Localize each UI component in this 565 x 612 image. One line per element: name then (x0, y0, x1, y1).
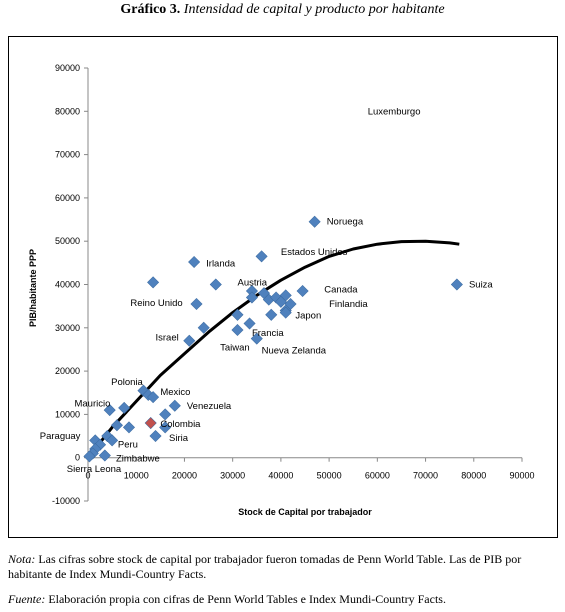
data-point (250, 332, 263, 345)
x-tick-label: 20000 (172, 470, 197, 480)
data-point (231, 323, 244, 336)
y-tick-label: 80000 (55, 106, 80, 116)
point-label: Nueva Zelanda (262, 345, 327, 356)
y-axis-label: PIB/habitante PPP (28, 249, 38, 327)
point-label: Finlandia (329, 299, 368, 310)
x-tick-label: 40000 (268, 470, 293, 480)
point-label: Venezuela (187, 401, 232, 412)
data-point (118, 401, 131, 414)
x-tick-label: 90000 (509, 470, 534, 480)
data-points (83, 215, 463, 463)
figure-number: Gráfico 3. (120, 2, 181, 17)
source-text: Elaboración propia con cifras de Penn Wo… (48, 592, 446, 606)
point-label: Colombia (160, 419, 201, 430)
y-tick-label: 30000 (55, 323, 80, 333)
data-point (209, 278, 222, 291)
data-point (308, 215, 321, 228)
chart-axes: -10000 0 10000 20000 30000 40000 50000 60000 700… (52, 63, 535, 506)
data-point (159, 421, 172, 434)
point-label: Mexico (160, 387, 190, 398)
point-label: Suiza (469, 280, 493, 291)
data-point (197, 321, 210, 334)
point-label: Austria (237, 277, 267, 288)
scatter-chart: -10000 0 10000 20000 30000 40000 50000 60000 700… (28, 63, 535, 517)
data-point (183, 334, 196, 347)
point-label: Zimbabwe (116, 454, 160, 465)
point-label: Reino Unido (130, 298, 182, 309)
point-label: Estados Unidos (281, 247, 348, 258)
data-point (147, 391, 160, 404)
y-tick-label: -10000 (52, 496, 80, 506)
data-point (144, 417, 157, 430)
data-point (279, 306, 292, 319)
x-tick-label: 10000 (124, 470, 149, 480)
data-point (149, 430, 162, 443)
x-tick-label: 80000 (461, 470, 486, 480)
data-point (98, 449, 111, 462)
x-axis-label: Stock de Capital por trabajador (238, 507, 372, 517)
trendline-group (86, 239, 460, 459)
x-tick-label: 50000 (317, 470, 342, 480)
point-label: Israel (156, 332, 179, 343)
figure-title: Gráfico 3. Intensidad de capital y produ… (0, 2, 565, 18)
point-label: Mauricio (74, 399, 110, 410)
data-point (168, 399, 181, 412)
data-point (450, 278, 463, 291)
data-point (243, 317, 256, 330)
data-point (231, 308, 244, 321)
figure-title-text: Intensidad de capital y producto por hab… (183, 2, 445, 17)
point-label: Irlanda (206, 259, 236, 270)
data-point (296, 284, 309, 298)
point-label: Polonia (111, 377, 143, 388)
x-tick-label: 30000 (220, 470, 245, 480)
data-point (245, 284, 258, 298)
note-lead: Nota: (8, 552, 36, 566)
point-label: Luxemburgo (368, 106, 421, 117)
data-point (106, 434, 119, 447)
x-tick-label: 70000 (413, 470, 438, 480)
data-point (190, 297, 203, 310)
data-point (110, 419, 123, 432)
data-point (103, 404, 116, 417)
source-paragraph: Fuente: Elaboración propia con cifras de… (8, 592, 560, 607)
point-label: Japon (295, 311, 321, 322)
data-point (83, 450, 96, 463)
point-label: Canada (324, 285, 358, 296)
y-tick-label: 50000 (55, 236, 80, 246)
data-point (147, 276, 160, 289)
point-label: Peru (118, 440, 138, 451)
data-point (255, 250, 268, 263)
data-point (122, 421, 135, 434)
y-tick-label: 10000 (55, 409, 80, 419)
data-point (188, 255, 201, 268)
note-paragraph: Nota: Las cifras sobre stock de capital … (8, 552, 560, 582)
trendline (86, 239, 460, 459)
point-label: Paraguay (40, 431, 81, 442)
source-lead: Fuente: (8, 592, 46, 606)
data-point (274, 295, 287, 308)
data-point (245, 291, 258, 304)
point-label: Sierra Leona (67, 464, 122, 475)
note-text: Las cifras sobre stock de capital por tr… (8, 552, 522, 581)
y-tick-label: 90000 (55, 63, 80, 73)
y-tick-label: 20000 (55, 366, 80, 376)
point-label: Noruega (327, 217, 364, 228)
y-tick-label: 0 (75, 453, 80, 463)
point-label: Francia (252, 328, 284, 339)
point-label: Siria (169, 433, 189, 444)
y-tick-label: 70000 (55, 150, 80, 160)
y-tick-label: 40000 (55, 280, 80, 290)
data-point (265, 308, 278, 321)
point-labels: Luxemburgo Noruega Estados Unidos IrlandaAu… (40, 106, 494, 475)
data-point (159, 408, 172, 421)
point-label: Taiwan (220, 342, 250, 353)
y-tick-label: 60000 (55, 193, 80, 203)
x-tick-label: 0 (85, 470, 90, 480)
x-tick-label: 60000 (365, 470, 390, 480)
chart-frame (8, 36, 558, 538)
